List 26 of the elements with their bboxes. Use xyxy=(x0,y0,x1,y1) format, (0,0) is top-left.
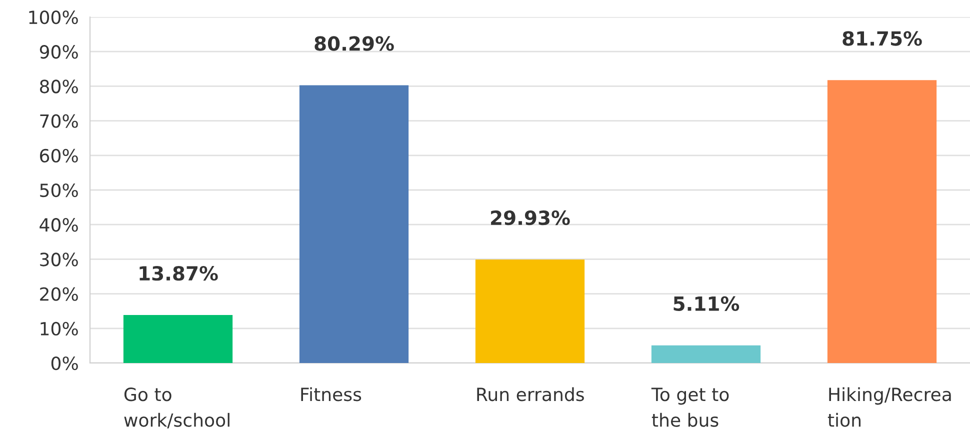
x-tick-label: Hiking/Recrea tion xyxy=(828,387,951,427)
bar xyxy=(651,345,761,363)
x-tick-label: Go to work/school xyxy=(124,388,230,428)
y-tick-label: 60% xyxy=(40,148,78,163)
x-tick-label: Run errands xyxy=(477,387,584,402)
x-tick-label: To get to the bus xyxy=(651,388,729,427)
y-tick-label: 0% xyxy=(51,356,78,370)
y-tick-label: 100% xyxy=(29,10,78,24)
data-label: 80.29% xyxy=(314,36,394,51)
y-tick-label: 50% xyxy=(40,183,78,198)
y-tick-label: 80% xyxy=(40,80,78,94)
y-tick-label: 90% xyxy=(40,45,78,59)
y-tick-label: 40% xyxy=(40,218,78,232)
data-label: 81.75% xyxy=(842,31,922,46)
y-tick-label: 20% xyxy=(40,287,78,301)
bar xyxy=(123,315,233,363)
y-tick-label: 30% xyxy=(40,252,78,266)
bar xyxy=(299,85,409,363)
data-label: 5.11% xyxy=(674,296,740,311)
y-tick-label: 10% xyxy=(40,322,78,336)
bar xyxy=(827,80,937,363)
data-label: 29.93% xyxy=(491,210,570,226)
y-tick-label: 70% xyxy=(40,114,78,128)
bar xyxy=(475,259,585,363)
data-label: 13.87% xyxy=(140,266,218,281)
x-tick-label: Fitness xyxy=(301,387,362,402)
